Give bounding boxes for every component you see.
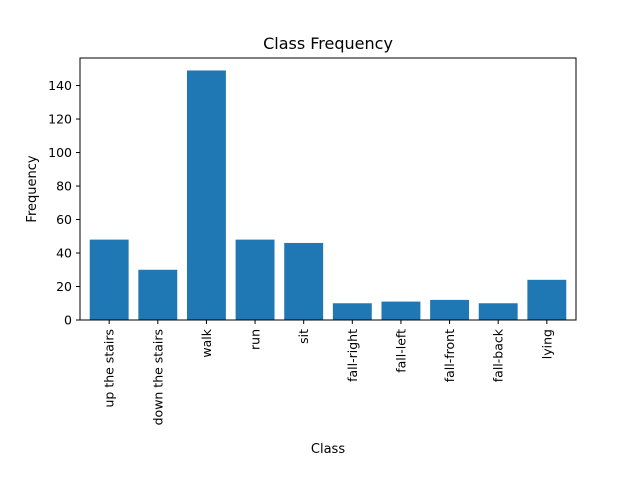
bar-walk [186, 70, 226, 320]
x-tick-label-fall-left: fall-left [393, 329, 408, 373]
bar-lying [527, 279, 567, 320]
x-tick-label-fall-right: fall-right [345, 329, 360, 382]
bar-up-the-stairs [89, 239, 129, 320]
x-tick-label-up-the-stairs: up the stairs [102, 329, 117, 408]
y-tick-label: 60 [56, 212, 72, 227]
bar-down-the-stairs [138, 269, 178, 320]
x-axis-label: Class [311, 442, 345, 457]
y-tick-label: 40 [56, 246, 72, 261]
x-tick-label-fall-back: fall-back [491, 328, 506, 382]
plot-frame [79, 57, 577, 321]
x-tick-label-walk: walk [199, 328, 214, 357]
bar-fall-left [381, 301, 421, 320]
y-tick-label: 120 [48, 112, 72, 127]
bars-group [89, 70, 567, 320]
x-tick-label-lying: lying [539, 329, 554, 359]
x-axis-ticks: up the stairs down the stairs walk run sit fa… [102, 320, 554, 425]
bar-fall-front [430, 299, 470, 320]
y-tick-label: 140 [48, 78, 72, 93]
y-axis-label: Frequency [25, 155, 40, 222]
bar-sit [284, 242, 324, 320]
bar-fall-back [478, 303, 518, 320]
x-tick-label-fall-front: fall-front [442, 329, 457, 382]
x-tick-label-run: run [248, 329, 263, 350]
x-tick-label-down-the-stairs: down the stairs [150, 329, 165, 425]
bar-fall-right [332, 303, 372, 320]
y-axis-ticks: 0 20 40 60 80 100 120 140 [48, 78, 80, 328]
y-tick-label: 20 [56, 279, 72, 294]
chart-title: Class Frequency [263, 34, 393, 53]
x-tick-label-sit: sit [296, 329, 311, 344]
y-tick-label: 100 [48, 145, 72, 160]
y-tick-label: 0 [64, 313, 72, 328]
bar-run [235, 239, 275, 320]
y-tick-label: 80 [56, 179, 72, 194]
